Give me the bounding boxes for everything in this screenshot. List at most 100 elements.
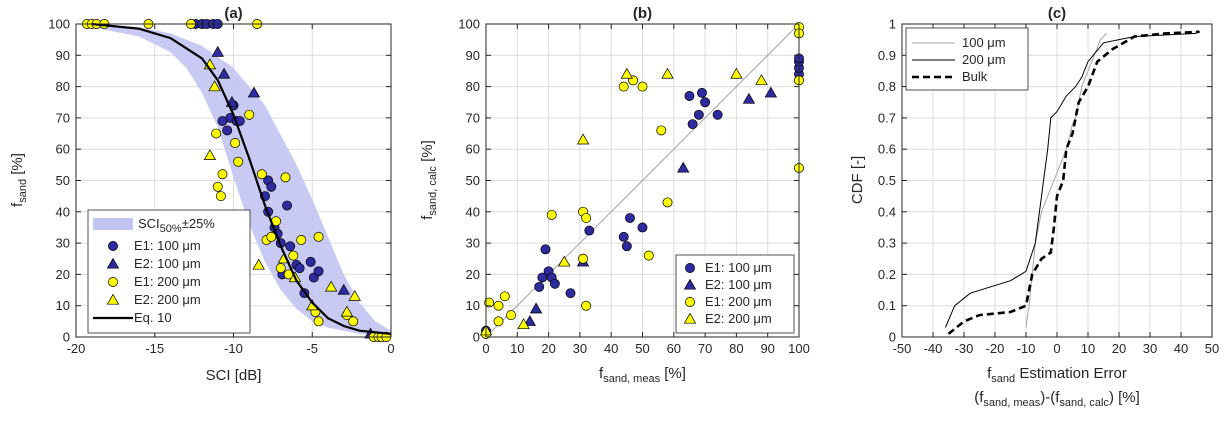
data-point-blue-circle	[697, 87, 707, 98]
label-text: [%]	[419, 140, 436, 166]
panel-a-y-tick-label: 30	[56, 236, 70, 251]
subscript-text: sand	[991, 373, 1015, 385]
panel-c-y-tick-label: 0	[889, 330, 896, 345]
panel-b-legend: E1: 100 μm E2: 100 μm E1: 200 μm E2: 200 μm	[675, 254, 795, 334]
data-point-yellow-triangle	[203, 149, 217, 161]
legend-marker-yellow-triangle	[683, 312, 697, 324]
panel-a-x-tick-label: -20	[67, 341, 86, 356]
legend-label: E2: 200 μm	[134, 292, 201, 307]
panel-c-y-tick-label: 0.5	[878, 173, 896, 188]
data-point-yellow-triangle	[755, 74, 768, 85]
panel-a-x-axis-label: SCI [dB]	[206, 367, 262, 384]
label-text: Estimation Error	[1015, 365, 1127, 382]
data-point-blue-triangle	[211, 45, 224, 57]
data-point-yellow-circle	[493, 300, 504, 311]
panel-a-title: (a)	[224, 5, 242, 22]
legend-marker-yellow-circle	[685, 297, 695, 307]
data-point-yellow-circle	[506, 310, 516, 321]
data-point-blue-circle	[693, 109, 704, 120]
label-text: f	[419, 215, 436, 220]
label-text: [%]	[9, 153, 26, 179]
legend-marker-yellow-circle	[108, 277, 118, 287]
legend-marker-blue-triangle	[683, 278, 697, 290]
label-text: f	[9, 202, 26, 207]
data-point-blue-circle	[285, 241, 296, 252]
panel-c-x-tick-label: 0	[1053, 341, 1060, 356]
legend-marker-blue-triangle	[106, 257, 120, 269]
data-point-yellow-circle	[499, 291, 510, 302]
cdf-line-thin-gray	[1025, 33, 1107, 328]
subscript-text: sand, meas	[603, 373, 660, 385]
panel-c-y-tick-label: 0.1	[878, 298, 896, 313]
panel-b-x-tick-label: 50	[635, 341, 649, 356]
panel-a-y-tick-label: 40	[56, 204, 70, 219]
panel-b-y-tick-label: 60	[466, 142, 480, 157]
legend-marker-blue-circle	[685, 263, 695, 273]
data-point-yellow-circle	[233, 156, 244, 167]
data-point-yellow-triangle	[324, 280, 338, 292]
panel-c-x-tick-label: -30	[955, 341, 974, 356]
data-point-yellow-circle	[217, 169, 228, 180]
data-point-yellow-circle	[348, 316, 359, 327]
label-text: ) [%]	[1109, 389, 1140, 406]
panel-b-title: (b)	[633, 5, 652, 22]
panel-a-y-tick-label: 20	[56, 267, 70, 282]
panel-c-x-tick-label: 10	[1081, 341, 1095, 356]
panel-c-x-tick-label: -10	[1017, 341, 1036, 356]
data-point-blue-circle	[294, 263, 305, 274]
data-point-yellow-circle	[662, 197, 673, 208]
data-point-yellow-triangle	[558, 255, 571, 267]
data-point-yellow-circle	[493, 316, 504, 327]
panel-b-x-tick-label: 90	[760, 341, 774, 356]
data-point-yellow-triangle	[517, 318, 530, 330]
data-point-blue-triangle	[217, 67, 231, 79]
panel-c-x-tick-label: 50	[1205, 341, 1219, 356]
data-point-yellow-triangle	[576, 133, 590, 145]
panel-b-x-tick-label: 80	[729, 341, 743, 356]
data-point-blue-triangle	[523, 315, 537, 326]
legend-label: E1: 100 μm	[705, 260, 772, 275]
panel-c-x-tick-label: -20	[986, 341, 1005, 356]
legend-label: E1: 100 μm	[134, 238, 201, 253]
panel-c-y-tick-label: 0.3	[878, 236, 896, 251]
panel-a-y-axis-label: fsand [%]	[9, 153, 29, 207]
panel-b-x-tick-label: 10	[510, 341, 524, 356]
data-point-yellow-circle	[656, 125, 667, 136]
label-text: f	[987, 365, 992, 382]
data-point-yellow-circle	[546, 209, 557, 220]
legend-marker-yellow-triangle	[106, 293, 120, 305]
data-point-blue-circle	[540, 244, 551, 255]
data-point-yellow-circle	[256, 169, 267, 180]
data-point-blue-circle	[565, 288, 576, 299]
data-point-blue-circle	[305, 256, 316, 267]
legend-label: 100 μm	[962, 35, 1006, 50]
panel-b-y-tick-label: 30	[466, 236, 480, 251]
panel-b-y-axis-label: fsand, calc [%]	[419, 140, 439, 220]
data-point-yellow-circle	[637, 81, 648, 92]
panel-b-x-tick-label: 30	[573, 341, 587, 356]
data-point-blue-circle	[313, 266, 324, 277]
legend-label: Bulk	[962, 69, 988, 84]
data-point-blue-circle	[700, 97, 711, 108]
data-point-blue-circle	[637, 222, 648, 233]
panel-a-scatter-chart: -20 -15 -10 -5 0 0 10 20 30 40 50 60 70 80 90 100 (a) SCI…	[9, 5, 395, 384]
panel-b-x-tick-label: 20	[541, 341, 555, 356]
data-point-yellow-circle	[484, 297, 495, 308]
confidence-band	[91, 24, 391, 337]
data-point-yellow-circle	[212, 181, 223, 192]
data-point-yellow-triangle	[620, 67, 634, 79]
data-point-blue-triangle	[337, 283, 350, 295]
data-point-yellow-triangle	[340, 305, 354, 317]
data-point-yellow-circle	[313, 231, 324, 242]
data-point-blue-circle	[282, 200, 292, 211]
panel-a-y-tick-label: 100	[48, 17, 70, 32]
data-point-yellow-circle	[275, 263, 286, 274]
label-text: ±25%	[182, 216, 216, 231]
panel-c-y-tick-label: 0.7	[878, 110, 896, 125]
data-point-blue-circle	[712, 109, 723, 120]
data-point-yellow-circle	[618, 81, 629, 92]
cdf-line-thick-dashed	[947, 30, 1200, 335]
panel-b-y-tick-label: 70	[466, 110, 480, 125]
data-point-yellow-circle	[313, 316, 324, 327]
label-text: f	[599, 365, 604, 382]
